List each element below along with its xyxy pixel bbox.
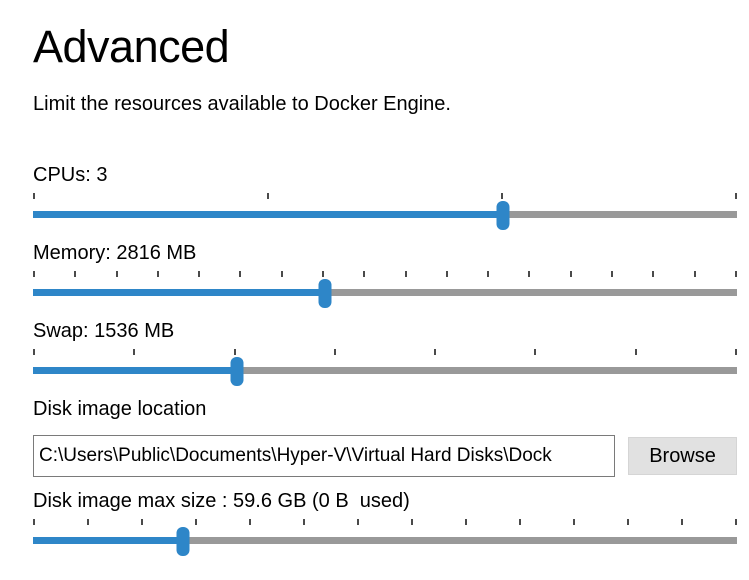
tick-mark bbox=[74, 271, 77, 277]
tick-mark bbox=[198, 271, 201, 277]
tick-mark bbox=[239, 271, 242, 277]
swap-slider-ticks bbox=[33, 349, 737, 355]
slider-track bbox=[33, 367, 737, 374]
tick-mark bbox=[195, 519, 197, 525]
slider-fill bbox=[33, 289, 326, 296]
tick-mark bbox=[363, 271, 366, 277]
cpus-slider[interactable] bbox=[33, 193, 737, 230]
tick-mark bbox=[411, 519, 413, 525]
tick-mark bbox=[233, 349, 236, 355]
memory-slider-track-area bbox=[33, 279, 737, 308]
cpus-slider-label: CPUs: 3 bbox=[33, 164, 108, 186]
tick-mark bbox=[33, 519, 35, 525]
slider-fill bbox=[33, 211, 504, 218]
slider-track bbox=[33, 289, 737, 296]
advanced-settings-panel: Advanced Limit the resources available t… bbox=[33, 21, 737, 556]
tick-mark bbox=[249, 519, 251, 525]
disk-image-location-label: Disk image location bbox=[33, 398, 207, 420]
tick-mark bbox=[357, 519, 359, 525]
swap-slider-label: Swap: 1536 MB bbox=[33, 320, 175, 342]
tick-mark bbox=[534, 349, 537, 355]
cpus-slider-thumb[interactable] bbox=[496, 201, 510, 230]
tick-mark bbox=[303, 519, 305, 525]
cpus-slider-ticks bbox=[33, 193, 737, 199]
tick-mark bbox=[734, 271, 737, 277]
disk-image-location-input[interactable] bbox=[33, 435, 616, 477]
tick-mark bbox=[487, 271, 490, 277]
tick-mark bbox=[321, 271, 324, 277]
tick-mark bbox=[33, 271, 35, 277]
disk-size-slider[interactable] bbox=[33, 519, 737, 556]
tick-mark bbox=[735, 519, 737, 525]
page-description: Limit the resources available to Docker … bbox=[33, 93, 451, 115]
disk-image-location-row: Browse bbox=[33, 435, 737, 477]
slider-track bbox=[33, 537, 737, 544]
memory-slider-group: Memory: 2816 MB bbox=[33, 242, 737, 308]
memory-slider-label: Memory: 2816 MB bbox=[33, 242, 197, 264]
tick-mark bbox=[519, 519, 521, 525]
disk-size-slider-thumb[interactable] bbox=[176, 527, 190, 556]
tick-mark bbox=[33, 193, 35, 199]
tick-mark bbox=[445, 271, 448, 277]
disk-size-slider-ticks bbox=[33, 519, 737, 525]
disk-image-location-section: Disk image location Browse bbox=[33, 398, 737, 477]
tick-mark bbox=[133, 349, 136, 355]
tick-mark bbox=[267, 193, 269, 199]
swap-slider[interactable] bbox=[33, 349, 737, 386]
swap-slider-thumb[interactable] bbox=[230, 357, 244, 386]
tick-mark bbox=[87, 519, 89, 525]
tick-mark bbox=[634, 349, 637, 355]
cpus-slider-group: CPUs: 3 bbox=[33, 164, 737, 230]
tick-mark bbox=[141, 519, 143, 525]
memory-slider-thumb[interactable] bbox=[318, 279, 332, 308]
tick-mark bbox=[501, 193, 503, 199]
tick-mark bbox=[652, 271, 655, 277]
slider-fill bbox=[33, 367, 238, 374]
tick-mark bbox=[610, 271, 613, 277]
memory-slider[interactable] bbox=[33, 271, 737, 308]
browse-button[interactable]: Browse bbox=[628, 437, 737, 475]
tick-mark bbox=[693, 271, 696, 277]
tick-mark bbox=[528, 271, 531, 277]
tick-mark bbox=[333, 349, 336, 355]
tick-mark bbox=[115, 271, 118, 277]
disk-size-slider-track-area bbox=[33, 527, 737, 556]
tick-mark bbox=[465, 519, 467, 525]
tick-mark bbox=[681, 519, 683, 525]
swap-slider-track-area bbox=[33, 357, 737, 386]
swap-slider-group: Swap: 1536 MB bbox=[33, 320, 737, 386]
tick-mark bbox=[434, 349, 437, 355]
tick-mark bbox=[569, 271, 572, 277]
tick-mark bbox=[280, 271, 283, 277]
disk-size-slider-group: Disk image max size : 59.6 GB (0 B used) bbox=[33, 490, 737, 556]
tick-mark bbox=[404, 271, 407, 277]
tick-mark bbox=[156, 271, 159, 277]
tick-mark bbox=[627, 519, 629, 525]
tick-mark bbox=[573, 519, 575, 525]
page-title: Advanced bbox=[33, 21, 230, 72]
memory-slider-ticks bbox=[33, 271, 737, 277]
tick-mark bbox=[734, 349, 737, 355]
cpus-slider-track-area bbox=[33, 201, 737, 230]
tick-mark bbox=[735, 193, 737, 199]
tick-mark bbox=[33, 349, 35, 355]
slider-fill bbox=[33, 537, 183, 544]
disk-size-slider-label: Disk image max size : 59.6 GB (0 B used) bbox=[33, 490, 410, 512]
